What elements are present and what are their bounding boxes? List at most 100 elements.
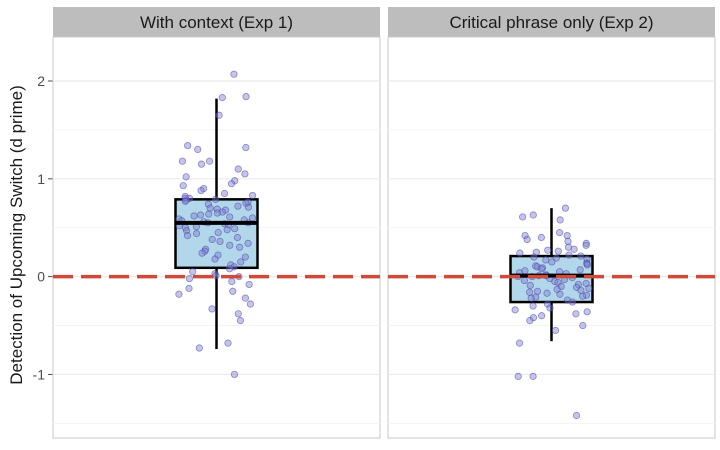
data-point — [245, 280, 253, 289]
data-point — [212, 195, 220, 203]
data-point — [185, 274, 194, 283]
data-point — [242, 199, 250, 207]
data-point — [228, 277, 236, 286]
facet-strip — [388, 7, 715, 37]
data-point — [185, 284, 193, 292]
data-point — [227, 180, 236, 188]
data-point — [196, 211, 205, 219]
data-point — [195, 344, 203, 352]
data-point — [214, 229, 222, 237]
facet-title: With context (Exp 1) — [140, 13, 293, 32]
data-point — [542, 256, 550, 264]
data-point — [572, 411, 581, 420]
data-point — [555, 229, 564, 237]
data-point — [241, 294, 250, 302]
data-point — [213, 209, 221, 217]
data-point — [218, 94, 226, 102]
data-point — [527, 294, 535, 302]
data-point — [248, 191, 257, 200]
data-point — [212, 272, 220, 280]
box-iqr — [509, 254, 594, 304]
data-point — [585, 284, 593, 292]
data-point — [556, 290, 564, 298]
data-point — [544, 246, 552, 254]
data-point — [226, 241, 234, 249]
data-point — [208, 305, 216, 313]
data-point — [234, 202, 242, 210]
data-point — [197, 160, 206, 168]
data-point — [526, 281, 534, 290]
data-point — [234, 310, 242, 318]
data-point — [538, 312, 546, 320]
y-tick-label: -1 — [33, 366, 46, 382]
data-point — [529, 211, 537, 219]
data-point — [582, 241, 590, 249]
y-tick-label: 0 — [37, 269, 45, 285]
data-point — [224, 339, 232, 347]
data-point — [530, 253, 538, 261]
data-point — [521, 231, 529, 240]
data-point — [564, 237, 572, 246]
data-point — [179, 182, 187, 190]
data-point — [234, 165, 242, 173]
data-point — [533, 287, 542, 295]
data-point — [229, 287, 237, 295]
data-point — [242, 93, 250, 101]
data-point — [175, 290, 183, 298]
data-point — [538, 264, 547, 272]
data-point — [205, 210, 213, 218]
data-point — [205, 157, 214, 165]
data-point — [184, 141, 192, 150]
data-point — [194, 145, 202, 154]
data-point — [552, 254, 560, 262]
data-point — [533, 263, 541, 271]
data-point — [216, 237, 224, 246]
data-point — [230, 370, 239, 379]
data-point — [526, 288, 534, 296]
data-point — [565, 251, 573, 259]
data-point — [568, 298, 577, 306]
data-point — [190, 212, 198, 220]
data-point — [526, 317, 534, 325]
data-point — [561, 204, 570, 212]
data-point — [563, 231, 571, 240]
data-point — [519, 213, 527, 221]
data-point — [583, 261, 591, 269]
facet-panel: Critical phrase only (Exp 2) — [387, 7, 716, 439]
data-point — [576, 266, 584, 274]
data-point — [537, 233, 545, 242]
data-point — [551, 326, 560, 335]
data-point — [554, 247, 562, 255]
y-tick-label: 1 — [37, 171, 45, 187]
data-point — [236, 243, 244, 251]
data-point — [215, 111, 223, 119]
data-point — [198, 249, 206, 257]
data-point — [244, 203, 253, 211]
data-point — [543, 289, 551, 297]
data-point — [537, 265, 546, 273]
data-point — [546, 304, 554, 312]
data-point — [231, 225, 239, 233]
data-point — [570, 245, 578, 253]
data-point — [183, 231, 192, 240]
data-point — [182, 173, 190, 181]
data-point — [236, 317, 245, 325]
data-point — [206, 204, 214, 212]
data-point — [529, 302, 537, 310]
data-point — [577, 252, 585, 260]
data-point — [515, 339, 524, 347]
data-point — [208, 235, 216, 244]
data-point — [579, 321, 587, 330]
data-point — [577, 286, 585, 294]
data-point — [178, 157, 187, 165]
data-point — [204, 200, 212, 208]
data-point — [523, 235, 531, 244]
data-point — [220, 189, 229, 198]
facet-panel: With context (Exp 1) — [52, 7, 381, 439]
data-point — [529, 372, 537, 380]
data-point — [556, 216, 564, 224]
data-point — [211, 255, 219, 263]
data-point — [572, 310, 580, 318]
